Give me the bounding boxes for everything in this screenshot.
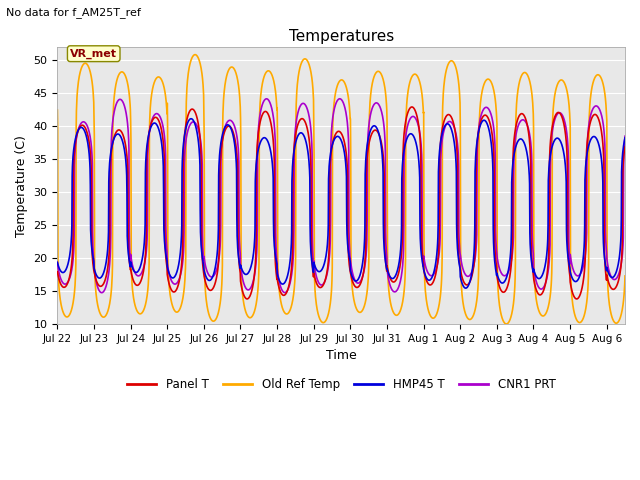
Title: Temperatures: Temperatures: [289, 29, 394, 44]
Legend: Panel T, Old Ref Temp, HMP45 T, CNR1 PRT: Panel T, Old Ref Temp, HMP45 T, CNR1 PRT: [122, 373, 561, 396]
X-axis label: Time: Time: [326, 349, 356, 362]
Text: No data for f_AM25T_ref: No data for f_AM25T_ref: [6, 7, 141, 18]
Y-axis label: Temperature (C): Temperature (C): [15, 135, 28, 237]
Text: VR_met: VR_met: [70, 48, 117, 59]
